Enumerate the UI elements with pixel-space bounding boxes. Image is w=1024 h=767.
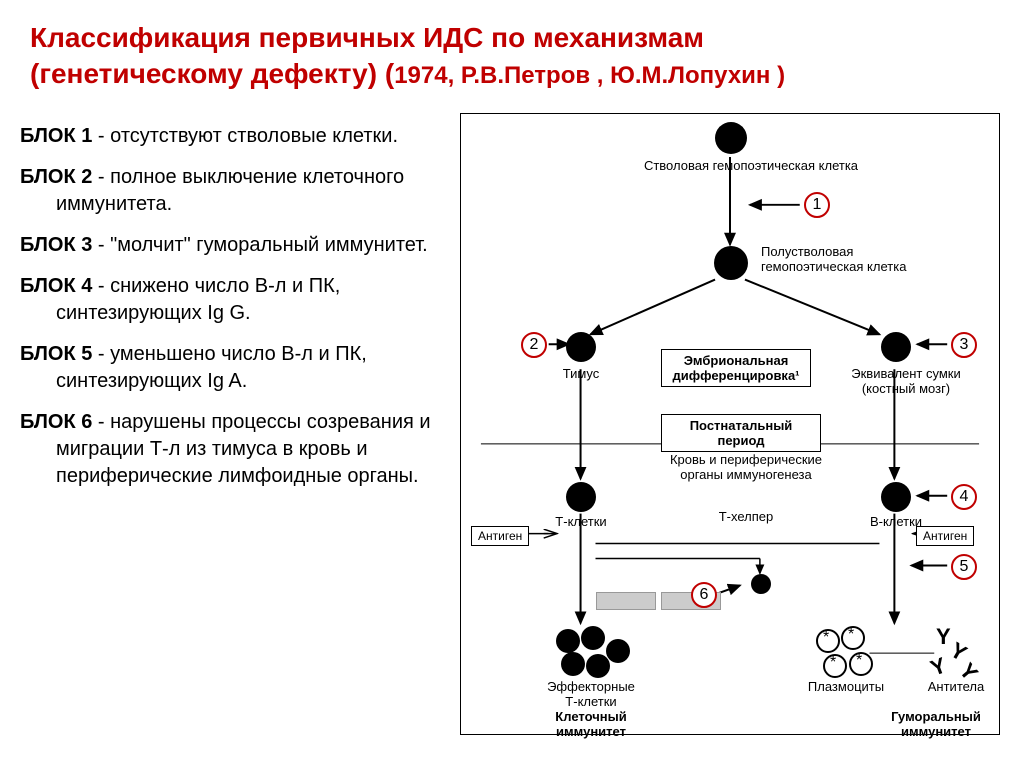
badge-1: 1 bbox=[804, 192, 830, 218]
block-2: БЛОК 2 - полное выключение клеточного им… bbox=[20, 164, 440, 218]
badge-4: 4 bbox=[951, 484, 977, 510]
thymus-cell-icon bbox=[566, 332, 596, 362]
plasma-cell-icon bbox=[841, 626, 865, 650]
thymus-label: Тимус bbox=[551, 366, 611, 381]
badge-3: 3 bbox=[951, 332, 977, 358]
half-stem-label: Полустволоваягемопоэтическая клетка bbox=[761, 244, 931, 274]
effector-t-label: ЭффекторныеТ-клетки bbox=[536, 679, 646, 709]
slide-title: Классификация первичных ИДС по механизма… bbox=[0, 0, 1024, 103]
effector-cell-icon bbox=[606, 639, 630, 663]
effector-cell-icon bbox=[581, 626, 605, 650]
block-3: БЛОК 3 - "молчит" гуморальный иммунитет. bbox=[20, 232, 440, 259]
plasma-label: Плазмоциты bbox=[801, 679, 891, 694]
t-cell-icon bbox=[566, 482, 596, 512]
block-1: БЛОК 1 - отсутствуют стволовые клетки. bbox=[20, 123, 440, 150]
b-cell-icon bbox=[881, 482, 911, 512]
bursa-cell-icon bbox=[881, 332, 911, 362]
badge-6: 6 bbox=[691, 582, 717, 608]
title-line2b: 1974, Р.В.Петров , Ю.М.Лопухин ) bbox=[394, 62, 785, 89]
antigen-left-box: Антиген bbox=[471, 526, 529, 546]
effector-cell-icon bbox=[586, 654, 610, 678]
block-5: БЛОК 5 - уменьшено число В-л и ПК, синте… bbox=[20, 341, 440, 395]
gray-box-1 bbox=[596, 592, 656, 610]
peripheral-label: Кровь и периферическиеорганы иммуногенез… bbox=[656, 452, 836, 482]
lineage-diagram: Стволовая гемопоэтическая клетка Полуств… bbox=[461, 114, 999, 734]
humoral-immunity-label: Гуморальныйиммунитет bbox=[881, 709, 991, 739]
block-4: БЛОК 4 - снижено число В-л и ПК, синтези… bbox=[20, 273, 440, 327]
plasma-cell-icon bbox=[823, 654, 847, 678]
diagram-panel: Стволовая гемопоэтическая клетка Полуств… bbox=[460, 113, 1000, 735]
antigen-right-box: Антиген bbox=[916, 526, 974, 546]
badge-5: 5 bbox=[951, 554, 977, 580]
postnatal-box: Постнатальный период bbox=[661, 414, 821, 452]
antibody-label: Антитела bbox=[921, 679, 991, 694]
effector-cell-icon bbox=[561, 652, 585, 676]
embryo-box: Эмбриональнаядифференцировка¹ bbox=[661, 349, 811, 387]
blocks-list: БЛОК 1 - отсутствуют стволовые клетки. Б… bbox=[20, 113, 460, 735]
content-area: БЛОК 1 - отсутствуют стволовые клетки. Б… bbox=[0, 103, 1024, 745]
plasma-cell-icon bbox=[849, 652, 873, 676]
antibody-icon: Y bbox=[936, 624, 951, 650]
badge-2: 2 bbox=[521, 332, 547, 358]
half-stem-cell-icon bbox=[714, 246, 748, 280]
t-cells-label: Т-клетки bbox=[546, 514, 616, 529]
title-line1: Классификация первичных ИДС по механизма… bbox=[30, 22, 704, 53]
cell-immunity-label: Клеточныйиммунитет bbox=[536, 709, 646, 739]
t-helper-cell-icon bbox=[751, 574, 771, 594]
bursa-label: Эквивалент сумки(костный мозг) bbox=[831, 366, 981, 396]
effector-cell-icon bbox=[556, 629, 580, 653]
block-6: БЛОК 6 - нарушены процессы созревания и … bbox=[20, 409, 440, 490]
stem-cell-icon bbox=[715, 122, 747, 154]
t-helper-label: Т-хелпер bbox=[711, 509, 781, 524]
plasma-cell-icon bbox=[816, 629, 840, 653]
title-line2a: (генетическому дефекту) ( bbox=[30, 58, 394, 89]
stem-cell-label: Стволовая гемопоэтическая клетка bbox=[641, 158, 861, 173]
